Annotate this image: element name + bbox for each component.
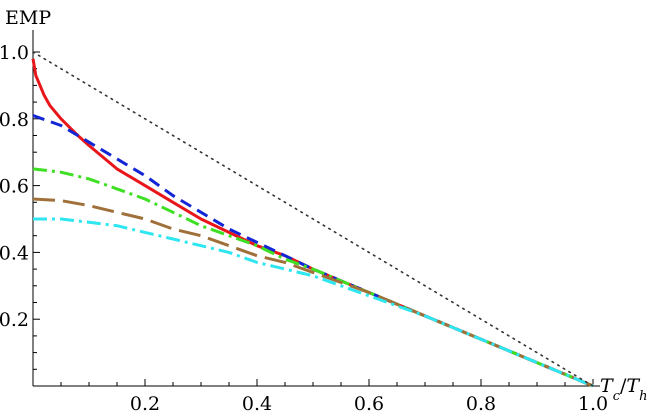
x-axis-label-t2: T	[626, 375, 640, 397]
x-tick-label: 0.8	[466, 393, 496, 415]
series-line-6	[32, 51, 594, 387]
axes: 0.2 0.4 0.6 0.8 1.0 0.2 0.4 0.6 0.8 1.0	[0, 30, 608, 415]
x-axis-label-slash: /	[620, 375, 627, 397]
x-axis-label-sub2: h	[639, 389, 647, 404]
series-line-3	[32, 167, 594, 388]
y-tick-label: 0.4	[0, 242, 29, 264]
x-axis-label-sub1: c	[613, 389, 621, 404]
series-line-1	[31, 58, 594, 388]
y-tick-label: 0.6	[0, 176, 29, 198]
y-tick-label: 0.8	[0, 109, 29, 131]
series-line-5	[33, 217, 594, 388]
y-tick-label: 1.0	[0, 42, 29, 64]
x-tick-label: 0.4	[242, 393, 272, 415]
y-tick-label: 0.2	[0, 309, 29, 331]
x-axis-label-t1: T	[600, 375, 614, 397]
x-tick-label: 0.2	[130, 393, 160, 415]
labels-layer: EMP Tc/Th	[5, 7, 647, 404]
series-layer	[31, 51, 594, 388]
x-tick-label: 1.0	[578, 393, 608, 415]
x-axis-label: Tc/Th	[600, 375, 647, 404]
series-line-2	[32, 114, 594, 388]
y-axis-label: EMP	[5, 7, 51, 29]
x-tick-label: 0.6	[354, 393, 384, 415]
